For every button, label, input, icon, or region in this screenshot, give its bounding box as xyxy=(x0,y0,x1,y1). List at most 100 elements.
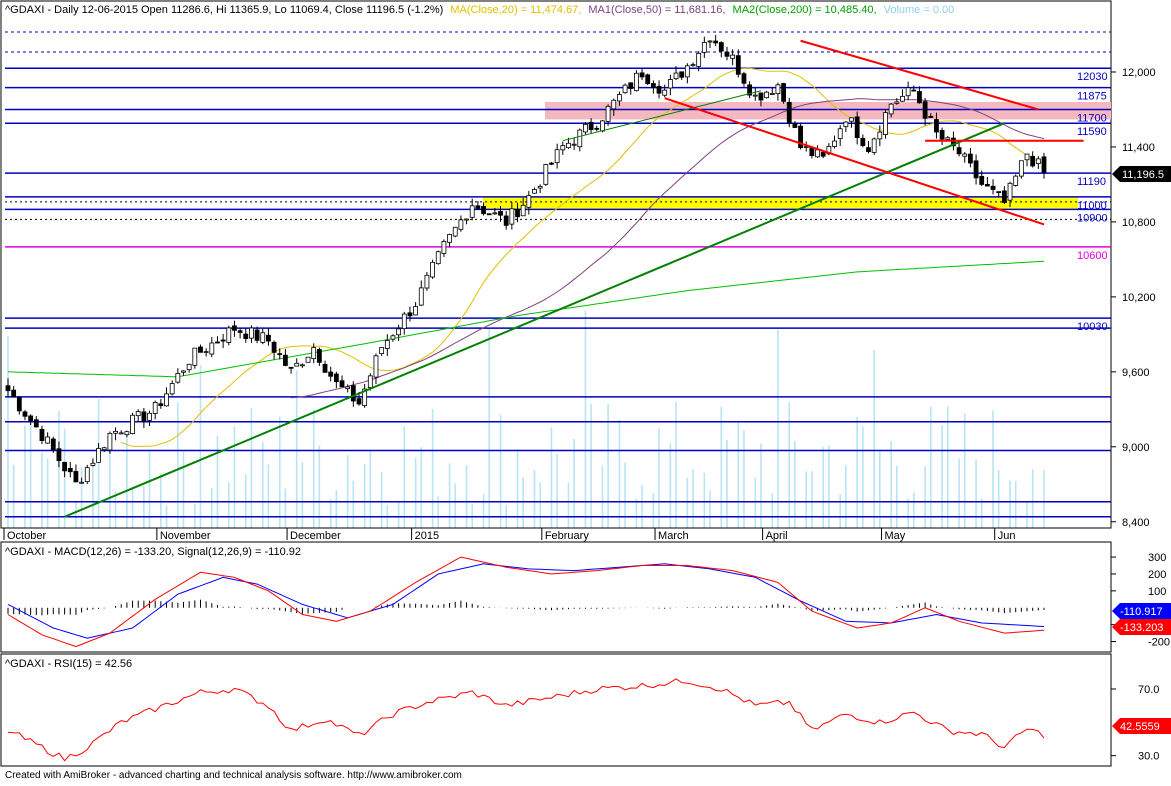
candle-body xyxy=(441,241,447,254)
volume-bar xyxy=(567,482,570,528)
header-ma50: MA1(Close,50) = 11,681.16, xyxy=(588,4,725,16)
candle-body xyxy=(316,349,322,363)
candle-body xyxy=(254,329,260,341)
channel-lower-line xyxy=(664,97,1045,226)
candle-body xyxy=(328,371,334,377)
candle-body xyxy=(571,143,577,146)
volume-bar xyxy=(924,466,926,528)
last-price-label: 11,196.5 xyxy=(1122,169,1164,181)
candle-body xyxy=(118,432,124,435)
candle-body xyxy=(605,105,611,122)
rsi-value-label: 42.5559 xyxy=(1120,721,1160,733)
price-axis-label: 12,000 xyxy=(1122,67,1156,79)
candle-body xyxy=(758,92,764,101)
volume-bar xyxy=(114,491,117,528)
candle-body xyxy=(339,380,345,388)
volume-bar xyxy=(516,448,519,528)
candle-body xyxy=(56,448,62,462)
candle-body xyxy=(617,94,622,102)
price-axis-label: 11,400 xyxy=(1122,142,1155,154)
candle-body xyxy=(690,64,696,67)
volume-bar xyxy=(301,462,304,528)
volume-bar xyxy=(41,452,43,528)
volume-bar xyxy=(896,465,898,528)
volume-bar xyxy=(488,327,491,528)
volume-bar xyxy=(1026,502,1028,528)
candle-body xyxy=(594,127,600,130)
candle-body xyxy=(990,185,996,190)
support-zone xyxy=(483,196,1078,210)
candle-body xyxy=(169,383,175,395)
month-label: February xyxy=(545,530,590,542)
candle-body xyxy=(673,72,679,80)
volume-bar xyxy=(607,403,609,528)
candle-body xyxy=(294,362,300,367)
uptrend-line xyxy=(64,122,1005,518)
footer-credit: Created with AmiBroker - advanced charti… xyxy=(5,770,462,781)
candle-body xyxy=(147,412,152,421)
volume-bar xyxy=(839,494,841,528)
price-axis-label: 8,400 xyxy=(1122,517,1150,529)
candle-body xyxy=(367,375,373,388)
volume-bar xyxy=(143,485,145,528)
candle-body xyxy=(62,461,68,472)
candle-body xyxy=(922,101,928,119)
volume-bar xyxy=(216,435,219,528)
volume-bar xyxy=(879,450,881,528)
candle-body xyxy=(305,356,311,363)
candle-body xyxy=(447,234,452,243)
macd-value-label: -133.203 xyxy=(1120,622,1163,634)
candle-body xyxy=(741,73,747,84)
volume-bar xyxy=(737,421,740,528)
volume-bar xyxy=(618,419,621,528)
candle-body xyxy=(956,147,962,155)
header-ma20: MA(Close,20) = 11,474.67, xyxy=(450,4,581,16)
volume-bar xyxy=(295,370,298,528)
candle-body xyxy=(198,346,203,353)
volume-bar xyxy=(743,430,745,528)
candle-body xyxy=(724,51,730,57)
candle-body xyxy=(866,147,871,153)
candle-body xyxy=(220,339,226,342)
candle-body xyxy=(900,95,905,102)
candle-body xyxy=(588,121,594,131)
header-ma200: MA2(Close,200) = 10,485.40, xyxy=(733,4,877,16)
candle-body xyxy=(33,419,39,428)
macd-axis-label: -200 xyxy=(1148,637,1170,649)
candle-body xyxy=(815,149,820,158)
candle-body xyxy=(181,370,186,373)
candle-body xyxy=(396,328,402,336)
candle-body xyxy=(526,195,532,208)
volume-bar xyxy=(941,425,943,528)
level-label: 10030 xyxy=(1077,321,1108,333)
header-volume: Volume = 0.00 xyxy=(884,4,955,16)
volume-bar xyxy=(686,477,689,528)
volume-bar xyxy=(573,438,575,528)
volume-bar xyxy=(211,487,213,528)
candle-body xyxy=(260,332,266,343)
candle-body xyxy=(656,85,662,94)
volume-bar xyxy=(760,443,762,528)
volume-bar xyxy=(335,490,338,528)
volume-bar xyxy=(160,473,162,528)
candle-body xyxy=(1013,175,1019,186)
volume-bar xyxy=(92,456,94,528)
volume-bar xyxy=(46,459,49,528)
candle-body xyxy=(905,87,911,97)
candle-body xyxy=(215,341,220,344)
candle-body xyxy=(1018,160,1024,177)
candle-body xyxy=(577,129,583,148)
volume-bar xyxy=(624,462,626,528)
volume-bar xyxy=(720,406,723,528)
price-axis-label: 10,200 xyxy=(1122,292,1156,304)
volume-bar xyxy=(437,496,440,528)
candle-body xyxy=(1030,155,1036,167)
volume-bar xyxy=(420,447,423,528)
candle-body xyxy=(639,72,645,78)
channel-upper-line xyxy=(800,39,1039,111)
volume-bar xyxy=(709,490,711,528)
candle-body xyxy=(266,334,271,342)
month-label: December xyxy=(290,530,341,542)
candle-body xyxy=(832,140,837,147)
